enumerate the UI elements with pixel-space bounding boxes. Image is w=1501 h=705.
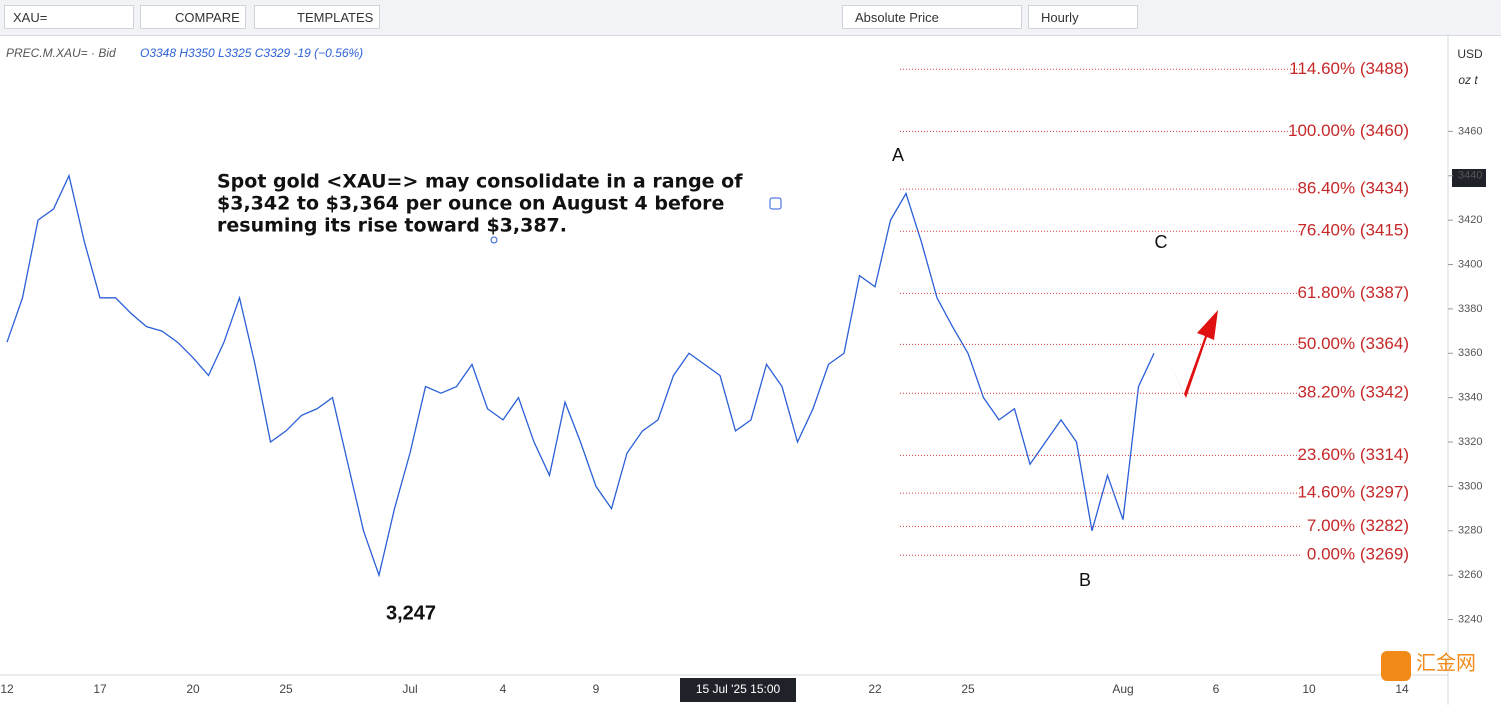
price-box <box>1452 169 1486 187</box>
compare-button[interactable]: COMPARE <box>140 5 246 29</box>
handle[interactable] <box>769 197 782 210</box>
x-tick-label: 25 <box>279 682 293 696</box>
y-tick-label: 3420 <box>1458 214 1482 226</box>
x-tick-label: Jul <box>402 682 417 696</box>
templates-button[interactable]: TEMPLATES <box>254 5 380 29</box>
unit[interactable]: oz t <box>1458 73 1478 87</box>
price-line <box>6 173 1155 578</box>
fib-label: 14.60% (3297) <box>1297 483 1409 502</box>
y-tick-label: 3240 <box>1458 613 1482 625</box>
fib-label: 50.00% (3364) <box>1297 334 1409 353</box>
symbol-label: PREC.M.XAU= · Bid <box>6 46 116 60</box>
fib-label: 7.00% (3282) <box>1307 516 1409 535</box>
watermark: 汇金网 <box>1416 651 1476 674</box>
fib-label: 114.60% (3488) <box>1289 59 1409 78</box>
dropdown-text: Absolute Price <box>855 10 939 25</box>
low-label: 3,247 <box>386 602 436 624</box>
button-text: COMPARE <box>175 10 240 25</box>
handle[interactable] <box>490 236 498 244</box>
x-tick-label: 17 <box>93 682 107 696</box>
search-box[interactable]: XAU= <box>4 5 134 29</box>
price-mode-dropdown[interactable]: Absolute Price <box>842 5 1022 29</box>
x-tick-label: 4 <box>500 682 507 696</box>
toolbar: XAU= COMPARE TEMPLATES Absolute Price Ho… <box>0 0 1501 36</box>
comment-line: resuming its rise toward $3,387. <box>217 215 567 237</box>
x-tick-label: 10 <box>1302 682 1316 696</box>
comment-line: Spot gold <XAU=> may consolidate in a ra… <box>217 171 743 193</box>
button-text: TEMPLATES <box>297 10 374 25</box>
fib-label: 61.80% (3387) <box>1297 283 1409 302</box>
fib-label: 38.20% (3342) <box>1297 383 1409 402</box>
fib-label: 23.60% (3314) <box>1297 445 1409 464</box>
x-tick-label: 6 <box>1213 682 1220 696</box>
x-tick-label: Aug <box>1112 682 1133 696</box>
y-tick-label: 3460 <box>1458 125 1482 137</box>
y-tick-label: 3320 <box>1458 436 1482 448</box>
wave-label: A <box>892 145 904 165</box>
y-tick-label: 3400 <box>1458 258 1482 270</box>
red-arrow <box>1166 310 1218 398</box>
wave-label: B <box>1079 570 1091 590</box>
x-tick-label: 22 <box>868 682 882 696</box>
dropdown-text: Hourly <box>1041 10 1079 25</box>
fib-label: 100.00% (3460) <box>1288 121 1409 140</box>
fib-label: 86.40% (3434) <box>1297 179 1409 198</box>
comment: Spot gold <XAU=> may consolidate in a ra… <box>217 171 743 237</box>
crosshair-box <box>680 678 796 702</box>
y-tick-label: 3440 <box>1458 170 1482 182</box>
crosshair-label: 15 Jul '25 15:00 <box>696 682 781 696</box>
ohlc-label: O3348 H3350 L3325 C3329 -19 (−0.56%) <box>140 46 363 60</box>
fib-label: 76.40% (3415) <box>1297 221 1409 240</box>
x-tick-label: 12 <box>0 682 14 696</box>
comment-line: $3,342 to $3,364 per ounce on August 4 b… <box>217 193 724 215</box>
y-tick-label: 3340 <box>1458 392 1482 404</box>
search-text: XAU= <box>13 10 48 25</box>
x-tick-label: 25 <box>961 682 975 696</box>
y-tick-label: 3360 <box>1458 347 1482 359</box>
price-box <box>1452 350 1486 369</box>
fib-label: 0.00% (3269) <box>1307 545 1409 564</box>
y-tick-label: 3380 <box>1458 303 1482 315</box>
y-tick-label: 3260 <box>1458 569 1482 581</box>
x-tick-label: 14 <box>1395 682 1409 696</box>
currency[interactable]: USD <box>1457 47 1483 61</box>
x-tick-label: 20 <box>186 682 200 696</box>
y-tick-label: 3280 <box>1458 525 1482 537</box>
x-tick-label: 9 <box>593 682 600 696</box>
interval-dropdown[interactable]: Hourly <box>1028 5 1138 29</box>
logo-icon <box>1381 651 1411 681</box>
wave-label: C <box>1155 232 1168 252</box>
y-tick-label: 3300 <box>1458 480 1482 492</box>
